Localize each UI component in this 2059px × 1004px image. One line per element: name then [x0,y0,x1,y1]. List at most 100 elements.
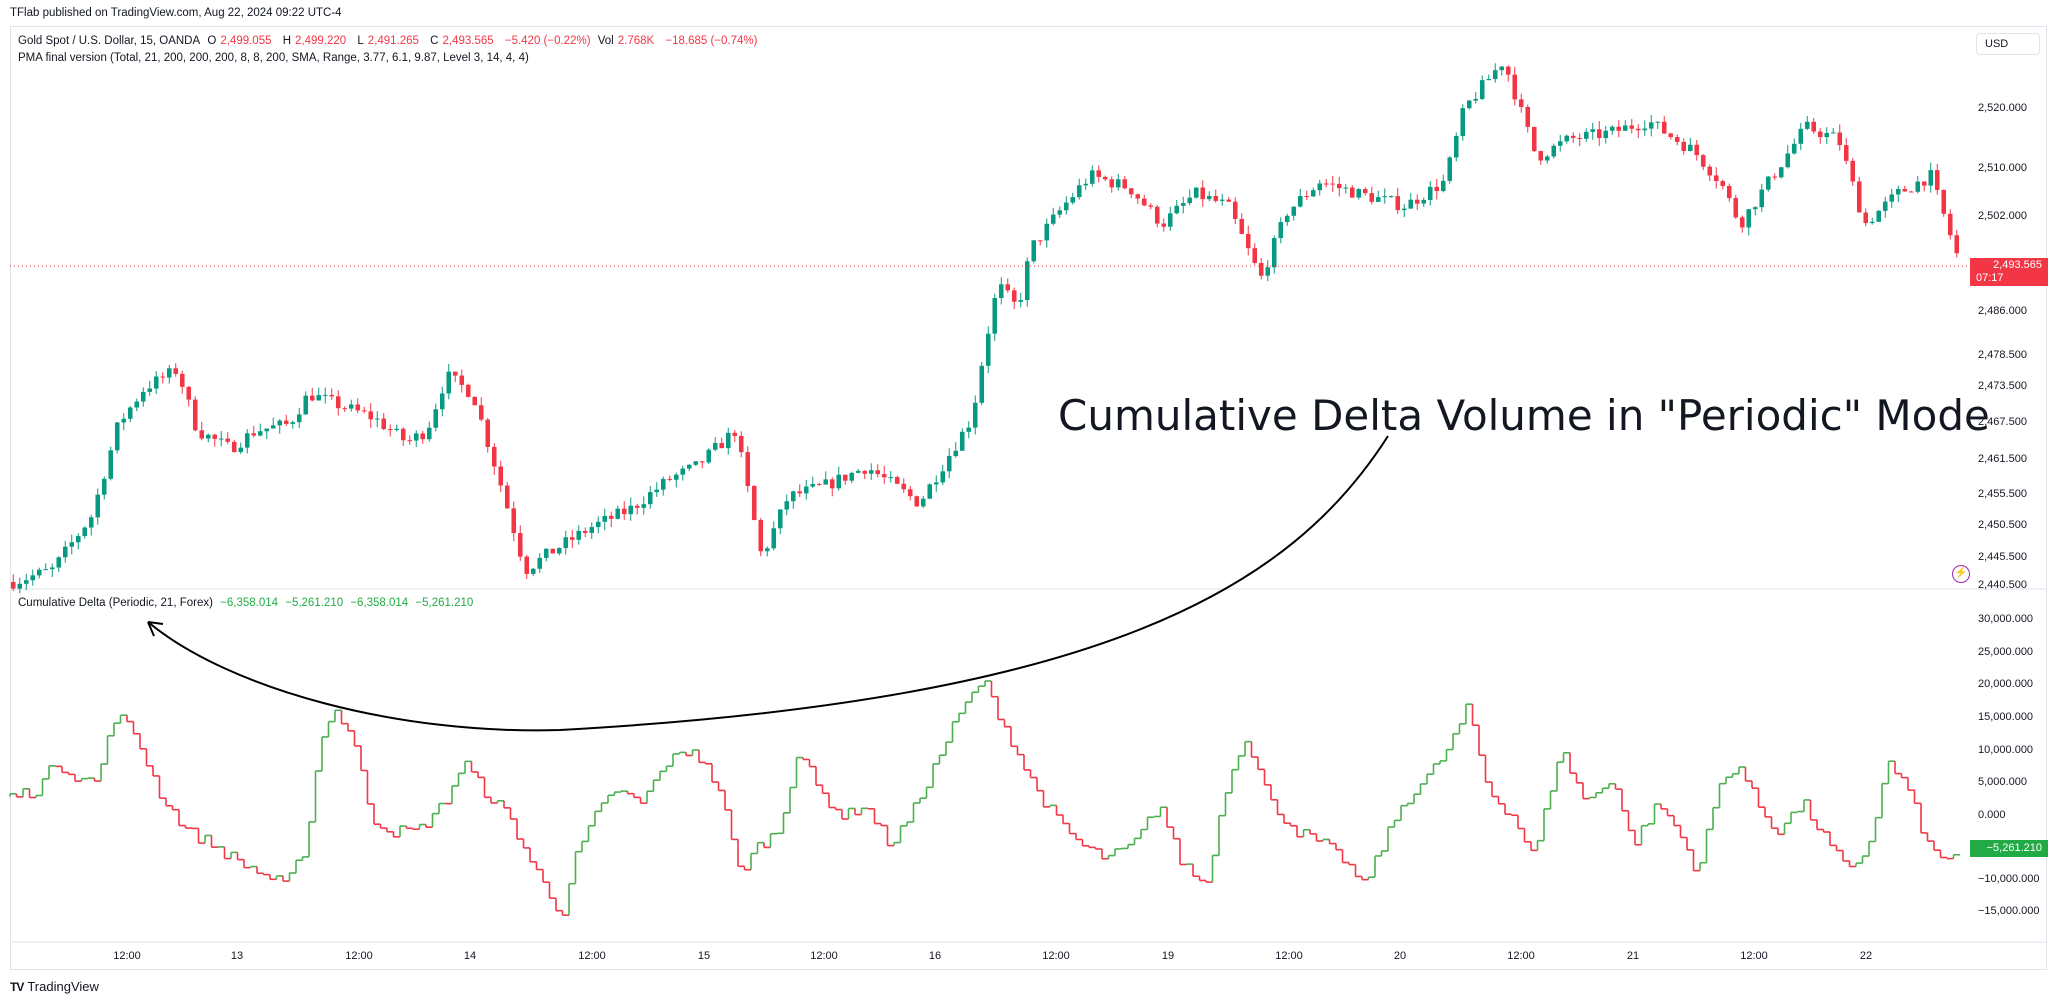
candle-body [1512,74,1518,100]
candle-body [595,521,601,528]
pma-indicator-legend[interactable]: PMA final version (Total, 21, 200, 200, … [18,52,529,64]
candle-body [1291,206,1297,216]
candle-body [855,470,861,473]
candle-body [56,557,62,568]
candle-body [1759,189,1765,208]
candle-body [777,509,783,529]
candle-body [296,414,302,423]
high-label: H 2,499.220 [282,35,347,47]
candle-body [745,452,751,487]
candle-body [1304,195,1310,197]
time-axis-label: 19 [1162,950,1174,962]
candle-body [1837,132,1843,146]
candle-body [1434,186,1440,192]
lightning-icon[interactable]: ⚡ [1952,565,1970,583]
candle-body [88,517,94,528]
time-axis-label: 13 [231,950,243,962]
candle-body [706,449,712,463]
candle-body [1720,181,1726,186]
candle-body [1388,196,1394,198]
candle-body [634,505,640,508]
candle-body [1135,194,1141,199]
cd-legend[interactable]: Cumulative Delta (Periodic, 21, Forex) −… [18,597,477,609]
candle-body [1232,201,1238,219]
candle-body [322,394,328,396]
candle-body [1772,176,1778,178]
candle-body [1551,145,1557,157]
candle-body [608,515,614,519]
candle-body [1934,170,1940,190]
close-label: C 2,493.565 [430,35,494,47]
candle-body [1486,79,1492,81]
candle-body [212,434,218,439]
main-legend[interactable]: Gold Spot / U.S. Dollar, 15, OANDA O 2,49… [18,35,761,47]
candle-body [1343,187,1349,189]
price-scale-label: 2,486.000 [1978,305,2027,317]
candle-body [199,430,205,439]
candle-body [1668,133,1674,138]
price-scale-label: 2,440.500 [1978,579,2027,591]
candle-body [602,515,608,522]
candle-body [1869,221,1875,224]
time-axis-label: 12:00 [1275,950,1303,962]
candle-body [511,508,517,534]
candle-body [901,483,907,490]
countdown-value: 07:17 [1976,272,2004,284]
time-axis-label: 20 [1394,950,1406,962]
candle-body [771,528,777,549]
time-axis-label: 12:00 [345,950,373,962]
chart-frame [10,26,2047,970]
candle-body [134,401,140,408]
candle-body [394,428,400,430]
candle-body [907,489,913,497]
candle-body [1921,181,1927,186]
candle-body [504,485,510,509]
candle-body [400,428,406,441]
candle-body [101,478,107,495]
candle-body [1616,126,1622,131]
candle-body [660,478,666,490]
candle-body [407,440,413,442]
candle-body [1707,166,1713,176]
cd-title[interactable]: Cumulative Delta (Periodic, 21, Forex) [18,597,213,609]
low-label: L 2,491.265 [357,35,419,47]
time-axis-label: 12:00 [1042,950,1070,962]
candle-body [654,489,660,493]
candle-body [1096,170,1102,177]
candle-body [381,418,387,430]
candle-body [1148,205,1154,207]
currency-button[interactable]: USD [1976,33,2040,55]
candle-body [667,478,673,480]
candle-body [719,443,725,449]
candle-body [329,394,335,397]
candle-body [563,537,569,549]
candle-body [966,427,972,432]
candle-body [784,501,790,510]
candle-body [1889,194,1895,202]
candle-body [888,477,894,479]
candle-body [1213,196,1219,201]
candle-body [1791,143,1797,154]
footer[interactable]: TV TradingView [10,979,99,994]
candle-body [1681,141,1687,151]
candle-body [810,483,816,487]
candle-body [1187,197,1193,204]
candle-body [1252,248,1258,263]
candle-body [374,418,380,420]
candle-body [1330,183,1336,185]
candle-body [530,568,536,574]
candle-body [1297,195,1303,207]
candle-body [1336,183,1342,189]
candle-body [472,396,478,406]
price-scale-label: 2,461.500 [1978,453,2027,465]
price-scale-label: 2,520.000 [1978,102,2027,114]
candle-body [732,432,738,436]
candle-body [17,583,23,589]
candle-body [413,433,419,441]
candle-body [1089,170,1095,184]
candle-body [1109,179,1115,188]
symbol-label[interactable]: Gold Spot / U.S. Dollar, 15, OANDA [18,35,201,47]
candle-body [1401,208,1407,211]
candle-body [244,433,250,448]
